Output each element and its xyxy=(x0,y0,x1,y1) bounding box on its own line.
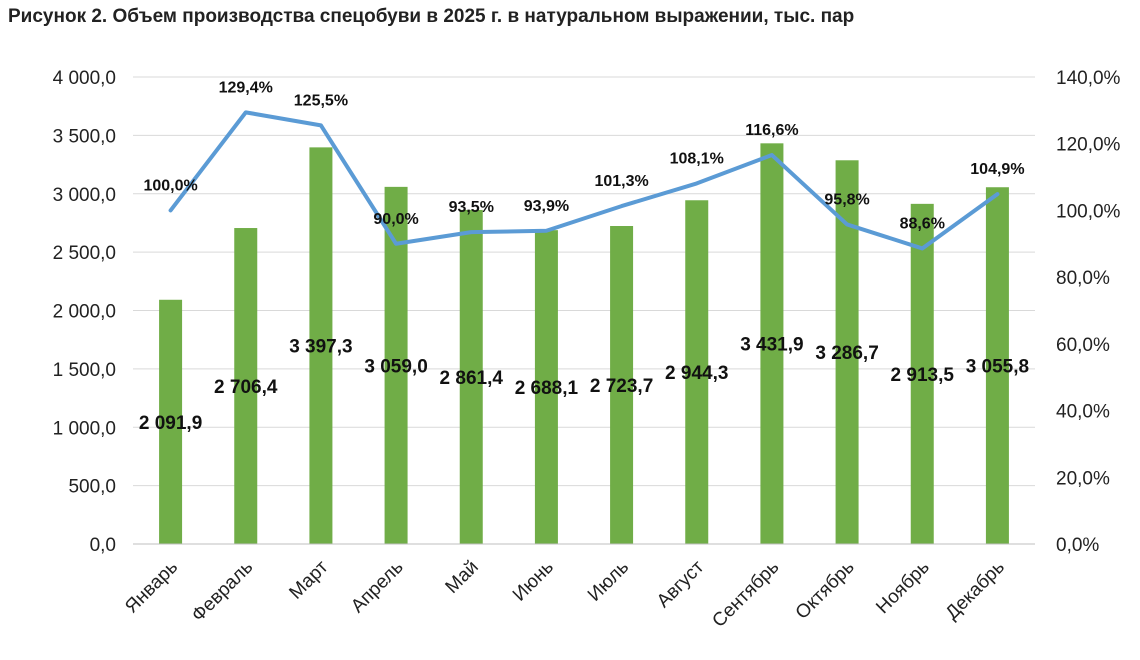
right-axis-tick-label: 40,0% xyxy=(1056,402,1110,423)
bar-value-label: 2 688,1 xyxy=(515,378,579,399)
bar xyxy=(384,186,408,544)
line-value-label: 116,6% xyxy=(745,122,798,139)
left-axis-tick-label: 4 000,0 xyxy=(53,68,116,89)
category-label: Апрель xyxy=(347,557,407,617)
category-label: Февраль xyxy=(188,557,258,627)
line-value-label: 93,5% xyxy=(449,199,494,216)
left-axis-tick-label: 500,0 xyxy=(68,477,116,498)
category-labels: Январь Февраль Март Апрель Май Июнь Июль Август… xyxy=(121,556,1009,631)
line-value-label: 95,8% xyxy=(824,191,869,208)
left-axis-tick-label: 3 500,0 xyxy=(53,126,116,147)
line-value-label: 88,6% xyxy=(900,215,945,232)
left-axis-tick-label: 2 500,0 xyxy=(53,243,116,264)
bar xyxy=(534,230,558,545)
category-label: Ноябрь xyxy=(872,557,934,619)
bar xyxy=(685,200,709,544)
category-label: Сентябрь xyxy=(708,557,783,632)
line-value-label: 129,4% xyxy=(219,79,273,96)
category-label: Декабрь xyxy=(942,557,1009,624)
left-axis-ticks: 0,0 500,0 1 000,0 1 500,0 2 000,0 2 500,0 3 00… xyxy=(53,68,116,556)
bar xyxy=(234,228,258,544)
bar-value-label: 3 397,3 xyxy=(289,337,352,358)
right-axis-tick-label: 0,0% xyxy=(1056,535,1099,556)
bar-value-label: 3 059,0 xyxy=(364,356,427,377)
line-value-labels: 100,0% 129,4% 125,5% 90,0% 93,5% 93,9% 101,3% 1… xyxy=(143,79,1024,232)
bar xyxy=(459,209,483,544)
category-label: Март xyxy=(285,556,332,603)
bar xyxy=(309,147,333,544)
category-label: Май xyxy=(442,557,483,598)
category-label: Август xyxy=(653,556,708,611)
line-value-label: 104,9% xyxy=(970,161,1024,178)
bar-value-label: 2 913,5 xyxy=(891,365,955,386)
bar-value-label: 2 091,9 xyxy=(139,413,202,434)
bar xyxy=(835,160,859,544)
line-value-label: 90,0% xyxy=(373,211,418,228)
line-value-label: 93,9% xyxy=(524,198,569,215)
category-label: Январь xyxy=(121,557,182,618)
category-label: Октябрь xyxy=(792,557,859,624)
bar xyxy=(610,226,634,544)
left-axis-tick-label: 1 500,0 xyxy=(53,360,116,381)
bar-value-label: 3 286,7 xyxy=(815,343,878,364)
right-axis-tick-label: 60,0% xyxy=(1056,335,1110,356)
bar-value-labels: 2 091,9 2 706,4 3 397,3 3 059,0 2 861,4 2 688… xyxy=(139,335,1029,434)
bar xyxy=(985,187,1009,544)
right-axis-tick-label: 80,0% xyxy=(1056,268,1110,289)
bar-value-label: 3 055,8 xyxy=(966,357,1029,378)
line-series-path xyxy=(168,110,1000,251)
bar xyxy=(159,299,183,544)
bar-value-label: 2 723,7 xyxy=(590,376,653,397)
bar xyxy=(910,203,934,544)
bar xyxy=(760,143,784,544)
right-axis-tick-label: 100,0% xyxy=(1056,201,1121,222)
left-axis-tick-label: 3 000,0 xyxy=(53,185,116,206)
right-axis-tick-label: 120,0% xyxy=(1056,135,1121,156)
right-axis-tick-label: 20,0% xyxy=(1056,468,1110,489)
line-series xyxy=(168,110,1000,251)
grid-lines xyxy=(133,76,1035,487)
category-label: Июнь xyxy=(509,557,558,606)
right-axis-tick-label: 140,0% xyxy=(1056,68,1121,89)
line-value-label: 108,1% xyxy=(670,150,724,167)
bar-value-label: 2 706,4 xyxy=(214,377,278,398)
line-value-label: 125,5% xyxy=(294,92,348,109)
right-axis-ticks: 0,0% 20,0% 40,0% 60,0% 80,0% 100,0% 120,0% 140,… xyxy=(1056,68,1121,556)
chart-title: Рисунок 2. Объем производства спецобуви … xyxy=(8,6,855,27)
line-value-label: 101,3% xyxy=(594,173,648,190)
bar-value-label: 3 431,9 xyxy=(740,335,803,356)
left-axis-tick-label: 0,0 xyxy=(90,535,116,556)
left-axis-tick-label: 1 000,0 xyxy=(53,418,116,439)
left-axis-tick-label: 2 000,0 xyxy=(53,302,116,323)
category-label: Июль xyxy=(584,557,633,606)
bar-series xyxy=(159,143,1009,545)
line-value-label: 100,0% xyxy=(143,177,197,194)
bar-value-label: 2 944,3 xyxy=(665,363,728,384)
bar-value-label: 2 861,4 xyxy=(440,368,504,389)
